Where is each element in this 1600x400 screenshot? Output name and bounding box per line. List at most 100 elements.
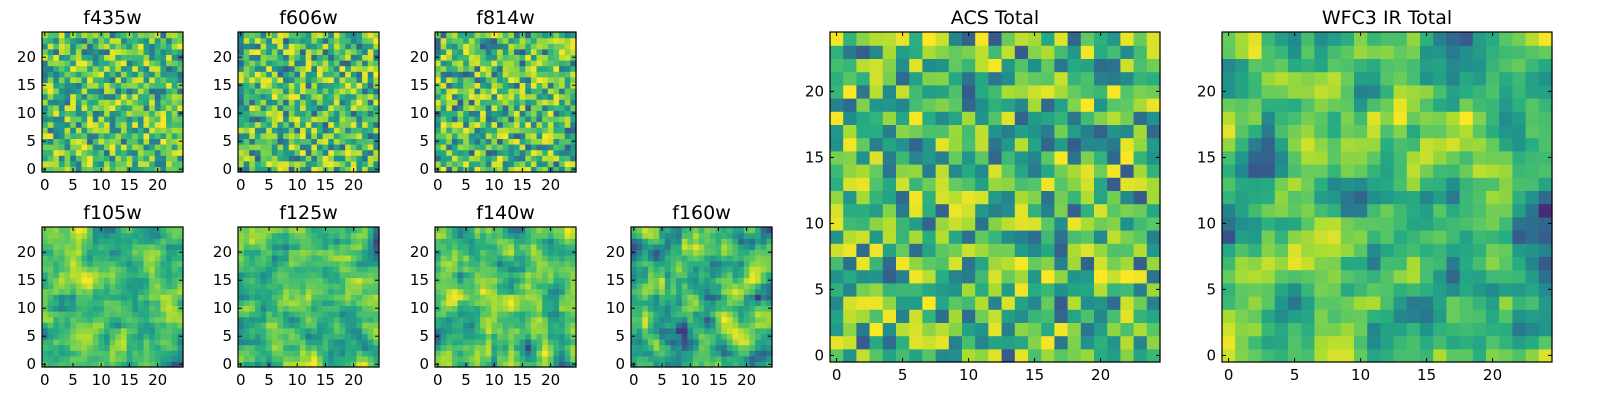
heatmap-cell [350,127,358,134]
heatmap-cell [497,54,504,61]
heatmap-cell [58,355,66,362]
y-tick-label: 10 [213,299,232,317]
heatmap-cell [564,93,571,100]
heatmap-cell [294,121,301,128]
heatmap-cell [132,249,139,256]
heatmap-cell [328,361,335,368]
x-tick-label: 10 [92,371,111,389]
heatmap-cell [497,99,504,106]
heatmap-cell [58,104,66,111]
heatmap-cell [559,132,566,139]
heatmap-cell [260,116,267,123]
heatmap-cell [525,160,532,167]
heatmap-cell [137,144,145,151]
heatmap-cell [254,322,262,329]
heatmap-cell [120,88,128,95]
heatmap-cell [288,32,295,39]
heatmap-cell [570,155,577,162]
heatmap-cell [260,243,267,250]
heatmap-cell [497,249,504,256]
heatmap-cell [362,82,369,89]
heatmap-cell [143,260,150,267]
heatmap-cell [485,48,492,55]
heatmap-cell [328,155,335,162]
heatmap-cell [277,127,284,134]
heatmap-cell [58,316,66,323]
heatmap-cell [345,255,352,262]
heatmap-cell [260,76,267,83]
heatmap-cell [670,288,677,295]
heatmap-cell [451,322,459,329]
heatmap-cell [339,65,346,72]
heatmap-cell [636,271,643,278]
heatmap-cell [513,65,521,72]
heatmap-cell [922,150,937,165]
heatmap-cell [502,266,509,273]
heatmap-cell [81,327,88,334]
heatmap-cell [249,88,256,95]
heatmap-cell [238,76,245,83]
heatmap-cell [497,82,504,89]
heatmap-cell [294,333,301,340]
heatmap-cell [542,232,549,239]
heatmap-cell [547,305,555,312]
heatmap-cell [322,99,329,106]
heatmap-cell [760,294,767,301]
heatmap-cell [882,243,897,257]
heatmap-cell [457,327,464,334]
heatmap-cell [536,32,543,39]
heatmap-cell [362,48,369,55]
heatmap-cell [457,54,464,61]
heatmap-cell [570,76,577,83]
heatmap-cell [642,266,649,273]
heatmap-cell [70,37,77,44]
heatmap-cell [553,54,560,61]
heatmap-cell [525,93,532,100]
heatmap-cell [451,339,459,346]
heatmap-cell [480,299,487,306]
heatmap-cell [975,150,989,165]
heatmap-cell [288,160,295,167]
heatmap-cell [948,296,963,310]
heatmap-cell [322,43,329,50]
heatmap-cell [480,333,487,340]
heatmap-cell [81,294,88,301]
heatmap-cell [474,255,481,262]
heatmap-cell [154,355,162,362]
heatmap-cell [451,32,459,39]
heatmap-cell [513,232,521,239]
heatmap-cell [311,339,318,346]
heatmap-cell [260,48,267,55]
heatmap-cell [367,93,374,100]
heatmap-cell [277,311,284,318]
heatmap-cell [435,76,442,83]
heatmap-cell [1001,203,1016,218]
heatmap-cell [271,249,279,256]
heatmap-cell [115,227,122,234]
heatmap-cell [92,93,99,100]
panel-title: f606w [279,7,338,29]
heatmap-cell [47,88,54,95]
heatmap-cell [70,93,77,100]
heatmap-cell [283,355,290,362]
heatmap-cell [277,355,284,362]
heatmap-cell [328,132,335,139]
heatmap-cell [513,288,521,295]
heatmap-cell [631,344,638,351]
heatmap-cell [451,271,459,278]
heatmap-cell [254,232,262,239]
heatmap-cell [559,361,566,368]
heatmap-cell [171,43,178,50]
heatmap-cell [451,361,459,368]
heatmap-cell [166,138,173,145]
heatmap-cell [948,282,963,297]
heatmap-cell [311,260,318,267]
heatmap-cell [542,283,549,290]
heatmap-cell [367,166,374,173]
heatmap-cell [513,60,521,67]
heatmap-cell [1120,164,1135,178]
heatmap-cell [300,155,307,162]
heatmap-cell [530,166,538,173]
heatmap-cell [64,93,71,100]
heatmap-cell [166,93,173,100]
